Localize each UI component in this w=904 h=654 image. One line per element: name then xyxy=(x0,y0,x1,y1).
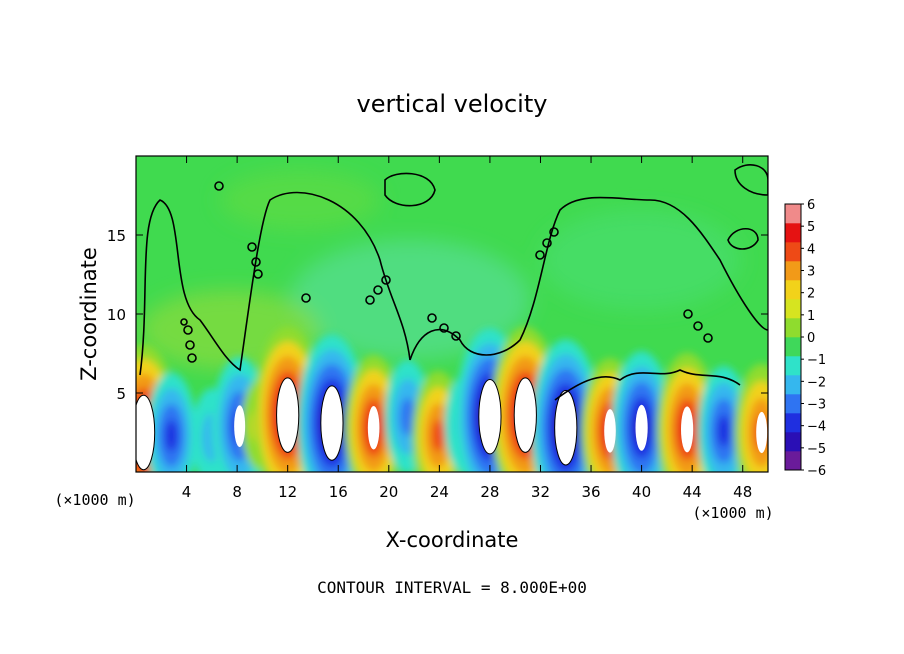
contour-interval-note: CONTOUR INTERVAL = 8.000E+00 xyxy=(317,578,587,597)
contour-core xyxy=(756,411,768,454)
colorbar-swatch xyxy=(785,242,801,262)
x-tick-label: 48 xyxy=(733,483,752,501)
colorbar-swatch xyxy=(785,204,801,224)
colorbar-label: 6 xyxy=(807,198,815,213)
contour-core xyxy=(136,394,156,471)
contour-core xyxy=(513,377,537,453)
y-axis: 5 10 15 xyxy=(107,227,768,403)
colorbar-label: 4 xyxy=(807,242,815,257)
zero-contour-line xyxy=(183,325,193,335)
colorbar-swatch xyxy=(785,261,801,281)
colorbar-swatch xyxy=(785,413,801,433)
x-axis-label: X-coordinate xyxy=(386,528,519,552)
colorbar-label: −6 xyxy=(807,464,826,479)
contour-core xyxy=(604,409,616,453)
colorbar-swatch xyxy=(785,394,801,414)
contour-core xyxy=(681,406,694,453)
colorbar-label: −5 xyxy=(807,442,826,457)
colorbar-swatch xyxy=(785,337,801,357)
colorbar-label: 2 xyxy=(807,287,815,302)
contour-core xyxy=(554,390,578,466)
zero-contour-line xyxy=(253,269,263,279)
zero-contour-line xyxy=(535,250,545,260)
zero-contour-line xyxy=(187,353,197,363)
zero-contour-line xyxy=(683,309,693,319)
y-tick-label: 15 xyxy=(107,227,126,245)
zero-contour-line xyxy=(301,293,311,303)
x-tick-label: 12 xyxy=(278,483,297,501)
zero-contour-line xyxy=(703,333,713,343)
x-tick-label: 8 xyxy=(232,483,242,501)
zero-contour-line xyxy=(734,164,768,196)
x-tick-label: 36 xyxy=(581,483,600,501)
x-tick-label: 4 xyxy=(182,483,192,501)
zero-contour-line xyxy=(427,313,437,323)
zero-contour-line xyxy=(251,257,261,267)
contour-core xyxy=(320,385,344,461)
x-unit-label-left: (×1000 m) xyxy=(54,491,135,509)
zero-contour-line xyxy=(247,242,257,252)
colorbar-swatch xyxy=(785,356,801,376)
colorbar-swatch xyxy=(785,299,801,319)
chart-title: vertical velocity xyxy=(357,90,548,118)
colorbar-swatch xyxy=(785,375,801,395)
colorbar: 6 5 4 3 2 1 0 −1 −2 −3 −4 −5 −6 xyxy=(784,198,826,479)
colorbar-label: 5 xyxy=(807,220,815,235)
zero-contour-line xyxy=(542,238,552,248)
contour-core xyxy=(367,405,380,450)
y-axis-label: Z-coordinate xyxy=(77,247,101,381)
contour-core xyxy=(276,377,300,453)
x-tick-label: 20 xyxy=(379,483,398,501)
zero-contour-line xyxy=(439,323,449,333)
contour-core xyxy=(234,405,246,448)
zero-contour-line xyxy=(693,321,703,331)
zero-contour-line xyxy=(180,318,188,326)
zero-contour-line xyxy=(549,227,559,237)
zero-contour-line xyxy=(409,196,768,361)
zero-contour-line xyxy=(373,285,383,295)
colorbar-label: 1 xyxy=(807,309,815,324)
zero-contour-line xyxy=(554,369,741,401)
velocity-cores xyxy=(136,377,768,471)
x-tick-label: 16 xyxy=(329,483,348,501)
x-tick-label: 44 xyxy=(683,483,702,501)
velocity-cell xyxy=(717,414,731,448)
x-unit-label-right: (×1000 m) xyxy=(692,504,773,522)
zero-contour-line xyxy=(727,227,759,250)
zero-contour-line xyxy=(381,275,391,285)
zero-contours xyxy=(139,164,768,401)
colorbar-label: −2 xyxy=(807,375,826,390)
y-tick-label: 5 xyxy=(116,385,126,403)
x-tick-label: 28 xyxy=(480,483,499,501)
colorbar-label: −1 xyxy=(807,353,826,368)
x-axis: 4 8 12 16 20 24 28 32 36 40 44 48 xyxy=(182,156,752,501)
colorbar-label: 0 xyxy=(807,331,815,346)
contour-core xyxy=(635,404,648,451)
velocity-cell xyxy=(431,419,445,452)
zero-contour-line xyxy=(185,340,195,350)
contour-core xyxy=(478,379,502,455)
zero-contour-line xyxy=(451,331,461,341)
zero-contour-line xyxy=(365,295,375,305)
velocity-field xyxy=(136,156,768,472)
colorbar-swatch xyxy=(785,280,801,300)
colorbar-label: 3 xyxy=(807,265,815,280)
y-tick-label: 10 xyxy=(107,306,126,324)
zero-contour-line xyxy=(139,191,411,376)
colorbar-label: −3 xyxy=(807,398,826,413)
zero-contour-line xyxy=(384,172,436,207)
colorbar-swatch xyxy=(785,223,801,243)
x-tick-label: 40 xyxy=(632,483,651,501)
colorbar-swatch xyxy=(785,451,801,471)
colorbar-label: −4 xyxy=(807,420,826,435)
velocity-cell xyxy=(165,419,178,452)
x-tick-label: 32 xyxy=(531,483,550,501)
colorbar-swatch xyxy=(785,432,801,452)
velocity-cell xyxy=(400,397,416,436)
x-tick-label: 24 xyxy=(430,483,449,501)
colorbar-swatch xyxy=(785,318,801,338)
zero-contour-line xyxy=(214,181,224,191)
